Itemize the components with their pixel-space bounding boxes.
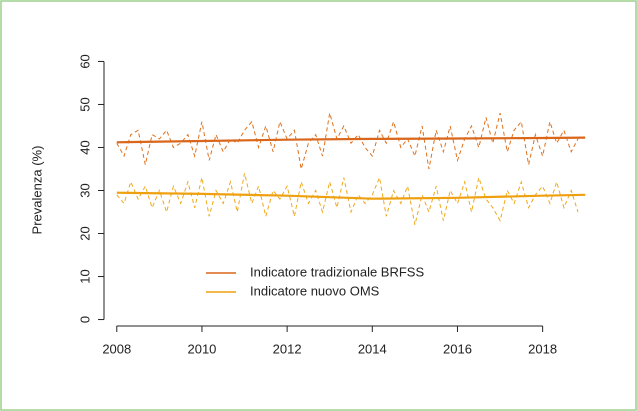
x-tick-label: 2016	[443, 341, 472, 356]
y-tick-label: 50	[77, 97, 92, 111]
y-tick-label: 20	[77, 226, 92, 240]
series-line	[116, 112, 579, 170]
legend-label: Indicatore nuovo OMS	[250, 283, 380, 298]
x-tick-label: 2012	[273, 341, 302, 356]
trend-line	[116, 191, 586, 200]
x-tick-label: 2018	[528, 341, 557, 356]
legend-label: Indicatore tradizionale BRFSS	[250, 264, 424, 279]
y-tick-label: 10	[77, 269, 92, 283]
trend-line	[116, 136, 586, 144]
series-line	[116, 173, 579, 226]
y-tick-label: 60	[77, 54, 92, 68]
y-tick-label: 30	[77, 183, 92, 197]
y-axis-label: Prevalenza (%)	[29, 146, 44, 235]
x-tick-label: 2014	[358, 341, 387, 356]
y-tick-label: 40	[77, 140, 92, 154]
x-tick-label: 2010	[187, 341, 216, 356]
x-tick-label: 2008	[102, 341, 131, 356]
y-tick-label: 0	[77, 316, 92, 323]
